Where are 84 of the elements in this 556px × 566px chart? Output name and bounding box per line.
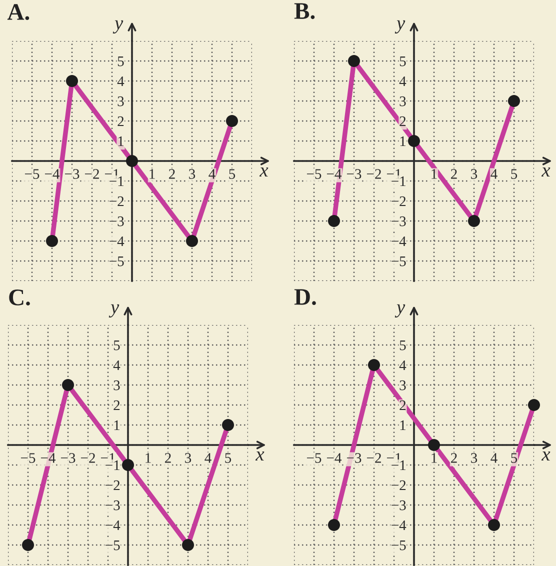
y-tick-label: 2 — [118, 116, 124, 126]
x-tick-label: 4 — [490, 169, 498, 179]
y-tick-label: 3 — [400, 96, 406, 106]
y-tick-label: 5 — [114, 340, 120, 350]
x-tick-label: −5 — [306, 169, 322, 179]
x-tick-label: 4 — [204, 453, 212, 463]
x-tick-label: −4 — [326, 169, 342, 179]
x-tick-label: 2 — [168, 169, 175, 179]
x-axis-title: x — [255, 452, 264, 460]
x-tick-label: −5 — [24, 169, 40, 179]
y-tick-label: 3 — [118, 96, 124, 106]
x-tick-label: −3 — [60, 453, 76, 463]
y-tick-label: −3 — [110, 216, 124, 226]
y-tick-label: 2 — [114, 400, 120, 410]
y-tick-label: −4 — [106, 520, 120, 530]
x-tick-label: 5 — [511, 453, 518, 463]
x-axis-title: x — [541, 168, 550, 176]
x-axis-title: x — [259, 168, 268, 176]
y-tick-label: 4 — [399, 76, 406, 86]
y-tick-label: −3 — [392, 500, 406, 510]
x-tick-label: 2 — [450, 169, 457, 179]
x-tick-label: 5 — [225, 453, 232, 463]
y-tick-label: −5 — [106, 540, 120, 550]
y-tick-label: 4 — [399, 360, 406, 370]
x-tick-label: 4 — [490, 453, 498, 463]
x-tick-label: 3 — [471, 453, 478, 463]
y-tick-label: −2 — [106, 480, 120, 490]
x-tick-label: −3 — [346, 169, 362, 179]
x-tick-label: 1 — [150, 169, 155, 179]
x-tick-label: −4 — [40, 453, 56, 463]
y-tick-label: 1 — [400, 136, 406, 146]
y-tick-label: −3 — [106, 500, 120, 510]
x-tick-label: −2 — [366, 453, 381, 463]
y-tick-label: 5 — [400, 56, 406, 66]
y-tick-label: −2 — [392, 196, 406, 206]
y-tick-label: 5 — [400, 340, 406, 350]
x-tick-label: 5 — [511, 169, 518, 179]
y-tick-label: 2 — [400, 400, 406, 410]
y-tick-label: 1 — [400, 420, 406, 430]
x-tick-label: 2 — [450, 453, 457, 463]
x-tick-label: −2 — [366, 169, 381, 179]
y-tick-label: −4 — [392, 520, 406, 530]
y-axis-title: y — [112, 20, 124, 34]
y-tick-label: −4 — [110, 236, 124, 246]
x-tick-label: 1 — [432, 169, 437, 179]
y-tick-label: −5 — [392, 540, 406, 550]
y-tick-label: −4 — [392, 236, 406, 246]
x-tick-label: −3 — [346, 453, 362, 463]
y-tick-label: −5 — [392, 256, 406, 266]
y-tick-label: 5 — [118, 56, 124, 66]
x-tick-label: 3 — [185, 453, 192, 463]
x-tick-label: 2 — [164, 453, 171, 463]
y-tick-label: 1 — [118, 136, 124, 146]
chart-title: D. — [294, 289, 316, 305]
x-tick-label: 4 — [208, 169, 216, 179]
x-tick-label: 3 — [189, 169, 196, 179]
x-tick-label: −5 — [20, 453, 36, 463]
chart-title: B. — [294, 3, 315, 20]
y-tick-label: −5 — [110, 256, 124, 266]
x-tick-label: 1 — [146, 453, 151, 463]
y-tick-label: −2 — [392, 480, 406, 490]
y-tick-label: −2 — [110, 196, 124, 206]
x-tick-label: −3 — [64, 169, 80, 179]
y-tick-label: 4 — [113, 360, 120, 370]
y-tick-label: 3 — [400, 380, 406, 390]
x-axis-title: x — [541, 452, 550, 460]
x-tick-label: −4 — [326, 453, 342, 463]
x-tick-label: −5 — [306, 453, 322, 463]
y-axis-title: y — [394, 20, 406, 34]
chart-title: C. — [9, 290, 30, 306]
x-tick-label: 5 — [229, 169, 236, 179]
x-tick-label: 3 — [471, 169, 478, 179]
chart-title: A. — [7, 4, 30, 20]
y-axis-title: y — [394, 304, 406, 318]
x-tick-label: −4 — [44, 169, 60, 179]
y-tick-label: −3 — [392, 216, 406, 226]
y-tick-label: 3 — [114, 380, 120, 390]
x-tick-label: −2 — [84, 169, 99, 179]
y-tick-label: 2 — [400, 116, 406, 126]
y-tick-label: 4 — [117, 76, 124, 86]
y-axis-title: y — [108, 304, 120, 318]
x-tick-label: −2 — [80, 453, 95, 463]
x-tick-label: 1 — [432, 453, 437, 463]
y-tick-label: 1 — [114, 420, 120, 430]
